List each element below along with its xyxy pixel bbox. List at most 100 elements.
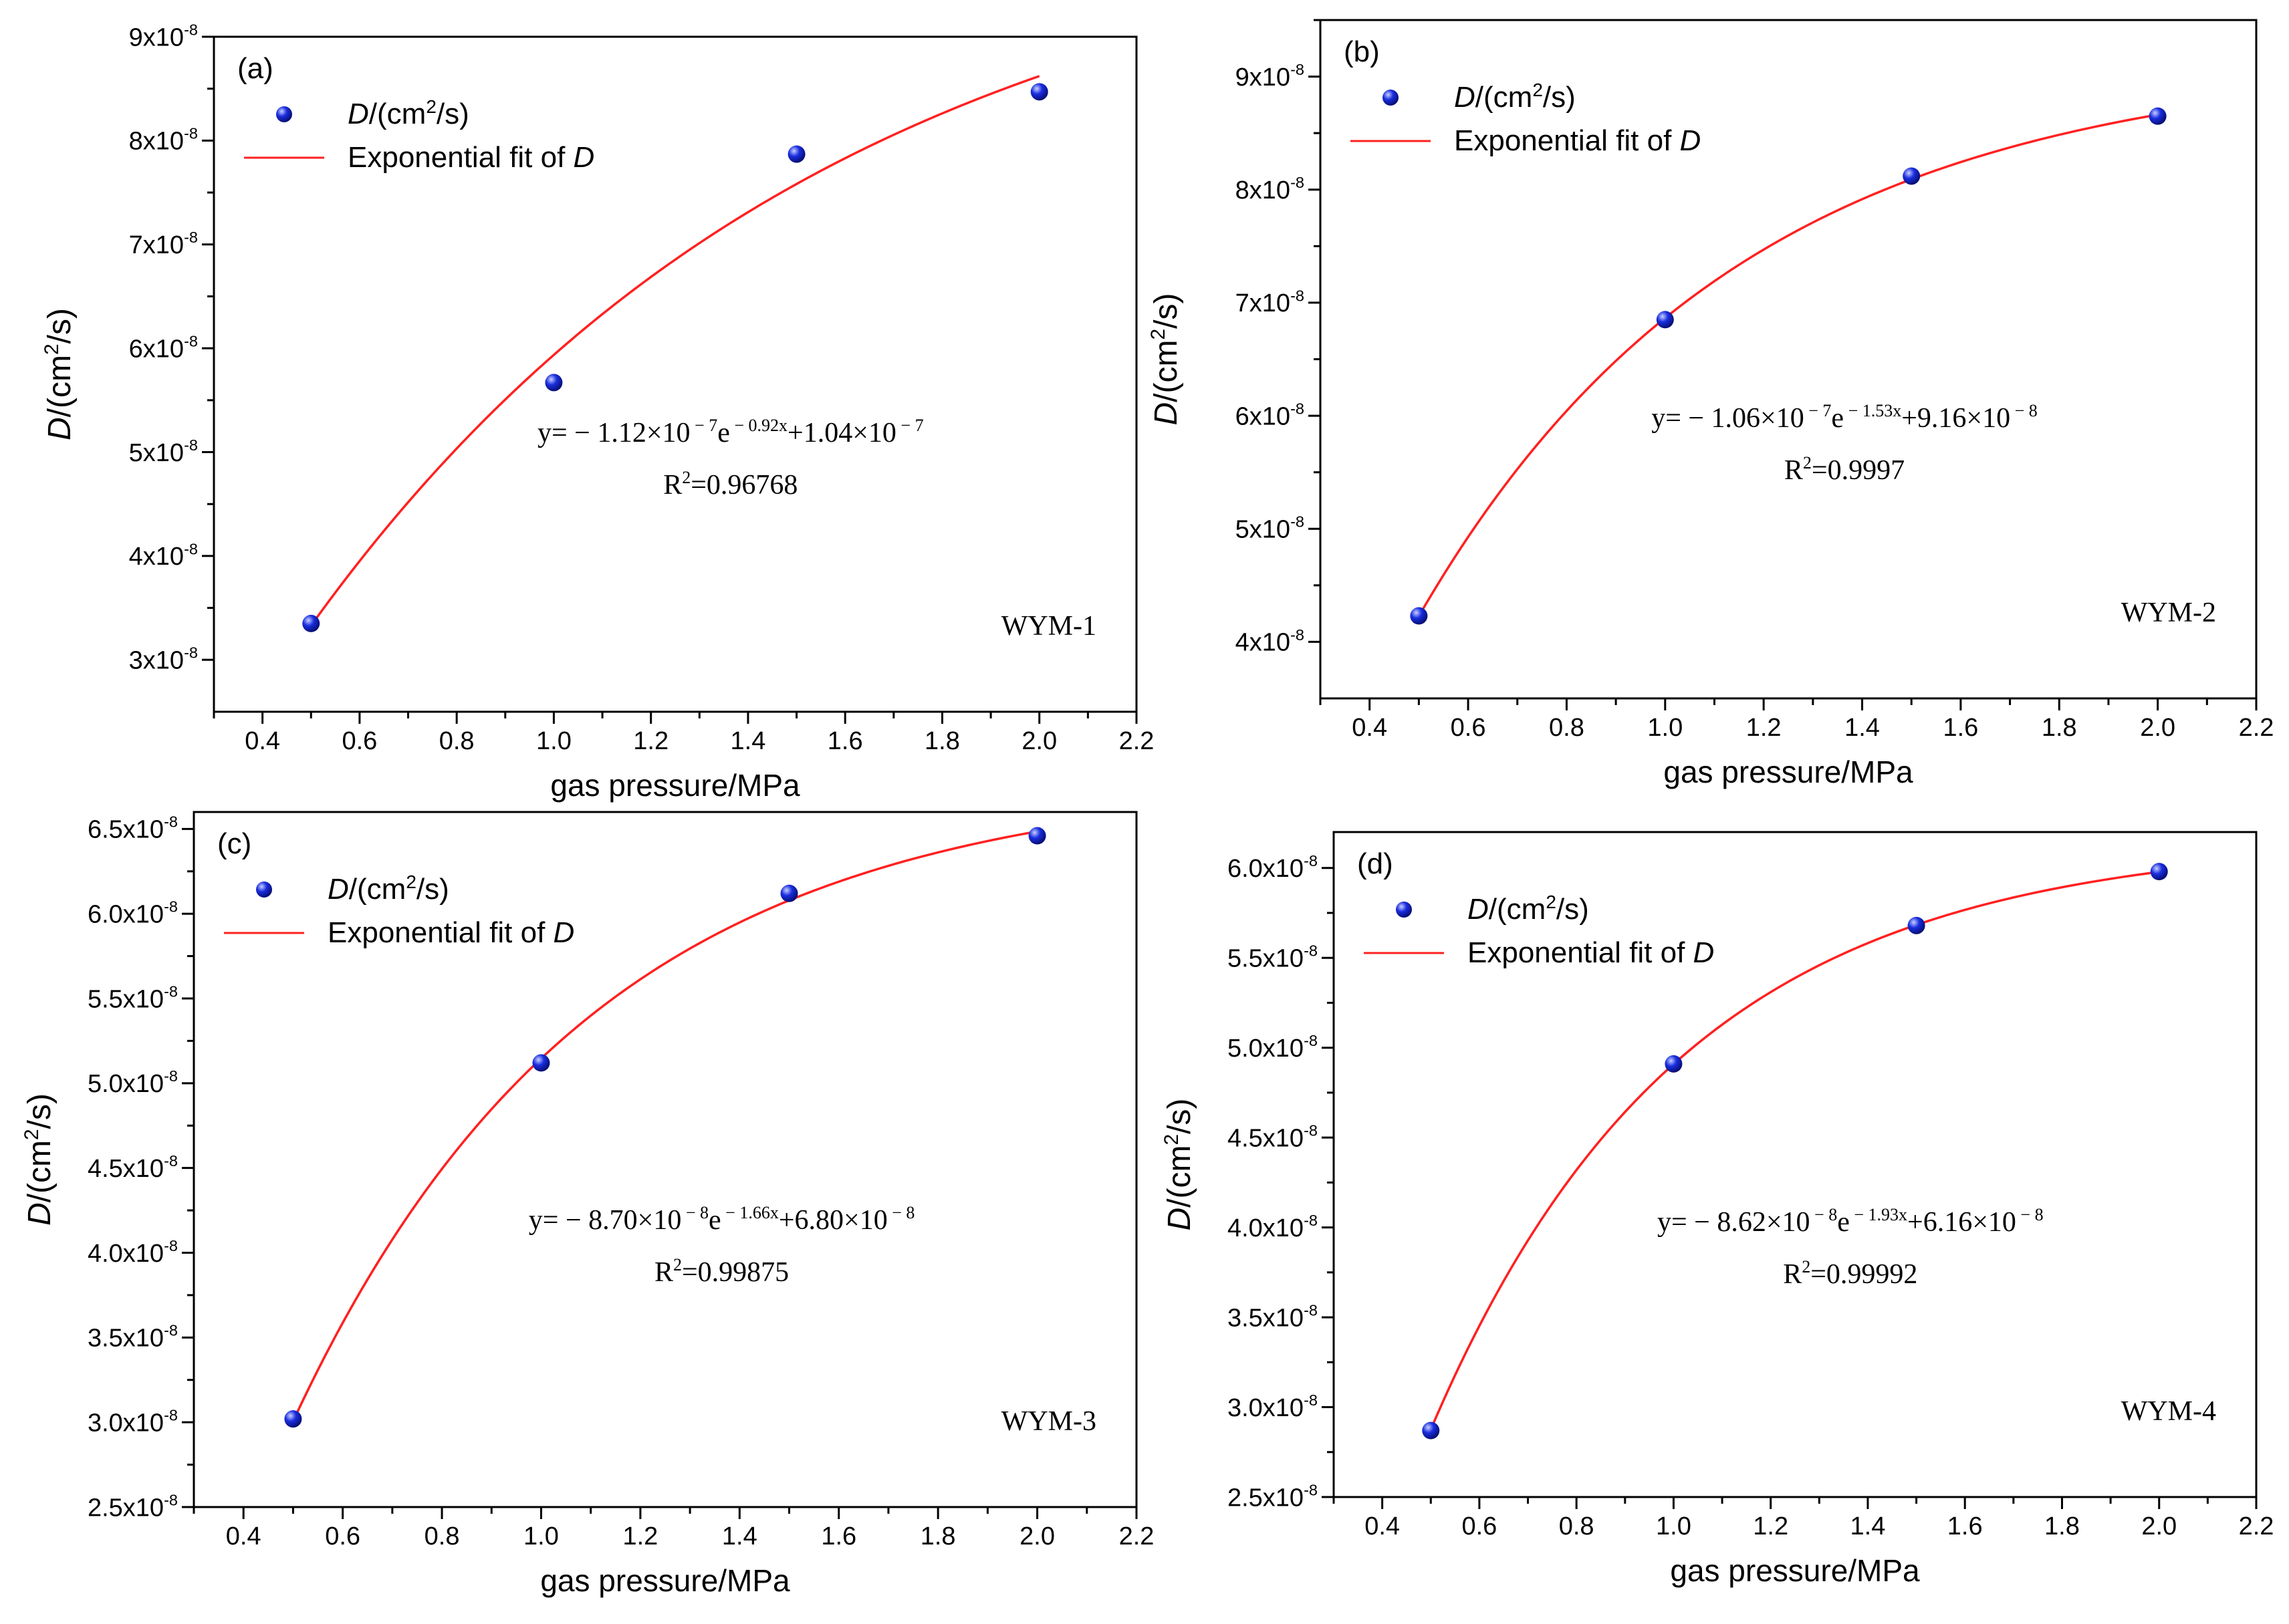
- data-point: [2150, 863, 2168, 881]
- data-point: [788, 145, 806, 163]
- x-tick-label: 0.8: [425, 1522, 460, 1550]
- y-tick-label: 6x10-8: [129, 332, 198, 363]
- data-point: [1410, 607, 1428, 625]
- fit-curve: [291, 830, 1038, 1422]
- x-tick-label: 0.6: [342, 727, 377, 755]
- x-tick-label: 1.2: [622, 1522, 658, 1550]
- sample-label: WYM-4: [2121, 1396, 2216, 1427]
- panel-label: (d): [1357, 847, 1393, 880]
- y-tick-label: 2.5x10-8: [88, 1491, 178, 1522]
- x-tick-label: 1.2: [1746, 714, 1782, 742]
- y-tick-label: 6.0x10-8: [88, 898, 178, 929]
- panel-3: 0.4 0.6 0.8 1.0 1.2 1.4 1.6 1.8 2.0 2.2 2.5x10-8 3.…: [21, 811, 1155, 1598]
- legend-label-points: D/(cm2/s): [348, 96, 469, 130]
- x-tick-label: 1.8: [2042, 714, 2077, 742]
- x-tick-label: 1.0: [536, 727, 572, 755]
- fit-equation: y= − 1.12×10 − 7e − 0.92x+1.04×10 − 7: [537, 416, 924, 448]
- legend-label-points: D/(cm2/s): [1467, 892, 1589, 926]
- x-tick-label: 2.2: [2239, 714, 2274, 742]
- sample-label: WYM-1: [1001, 611, 1096, 642]
- legend-marker-points: [276, 106, 292, 122]
- y-tick-label: 3.0x10-8: [1227, 1391, 1318, 1422]
- x-tick-label: 2.0: [2141, 1512, 2177, 1540]
- x-tick-label: 1.4: [731, 727, 766, 755]
- y-tick-label: 3.5x10-8: [1227, 1301, 1318, 1332]
- panel-1: 0.4 0.6 0.8 1.0 1.2 1.4 1.6 1.8 2.0 2.2 3x10-8 4x10…: [41, 21, 1154, 803]
- x-tick-label: 0.6: [1451, 714, 1486, 742]
- fit-equation: y= − 1.06×10 − 7e − 1.53x+9.16×10 − 8: [1651, 401, 2038, 434]
- y-tick-label: 5x10-8: [129, 436, 198, 467]
- panel-label: (a): [237, 52, 273, 85]
- x-axis-label: gas pressure/MPa: [1670, 1553, 1920, 1588]
- y-tick-label: 6x10-8: [1235, 400, 1304, 430]
- y-tick-label: 4x10-8: [129, 540, 198, 571]
- x-tick-label: 1.4: [722, 1522, 757, 1550]
- y-tick-label: 6.0x10-8: [1227, 852, 1318, 883]
- y-tick-label: 4x10-8: [1235, 626, 1304, 657]
- legend-marker-points: [1396, 902, 1412, 918]
- data-point: [284, 1410, 302, 1428]
- data-point: [1656, 311, 1674, 329]
- x-tick-label: 1.2: [633, 727, 669, 755]
- legend-label-points: D/(cm2/s): [1454, 80, 1576, 114]
- plot-frame: [193, 811, 1138, 1508]
- x-tick-label: 1.0: [523, 1522, 559, 1550]
- y-axis-label: D/(cm2/s): [1147, 293, 1184, 426]
- x-tick-label: 1.6: [828, 727, 863, 755]
- x-tick-label: 0.8: [1559, 1512, 1594, 1540]
- y-tick-label: 3.0x10-8: [88, 1407, 178, 1438]
- r-squared: R2=0.96768: [663, 468, 798, 501]
- data-point: [1665, 1055, 1683, 1073]
- sample-label: WYM-3: [1001, 1406, 1096, 1437]
- plot-frame: [1332, 831, 2258, 1498]
- data-point: [1422, 1422, 1440, 1440]
- data-point: [532, 1054, 550, 1072]
- y-tick-label: 4.0x10-8: [88, 1237, 178, 1268]
- y-tick-label: 5x10-8: [1235, 513, 1304, 544]
- x-tick-label: 1.0: [1656, 1512, 1691, 1540]
- x-tick-label: 2.2: [1119, 1522, 1155, 1550]
- panel-4: 0.4 0.6 0.8 1.0 1.2 1.4 1.6 1.8 2.0 2.2 2.5x10-8 3.…: [1161, 831, 2274, 1588]
- plot-frame: [213, 35, 1138, 713]
- y-tick-label: 5.0x10-8: [88, 1067, 178, 1098]
- x-tick-label: 1.4: [1850, 1512, 1886, 1540]
- y-axis-label: D/(cm2/s): [21, 1093, 57, 1226]
- data-point: [1907, 916, 1925, 934]
- x-tick-label: 1.8: [921, 1522, 956, 1550]
- x-axis-label: gas pressure/MPa: [550, 768, 800, 803]
- panel-2: 0.4 0.6 0.8 1.0 1.2 1.4 1.6 1.8 2.0 2.2 4x10-8 5x10…: [1147, 19, 2274, 789]
- x-tick-label: 1.0: [1647, 714, 1683, 742]
- x-axis-label: gas pressure/MPa: [1663, 755, 1913, 789]
- fit-equation: y= − 8.62×10 − 8e − 1.93x+6.16×10 − 8: [1657, 1205, 2044, 1238]
- legend-marker-points: [256, 882, 272, 898]
- y-tick-label: 7x10-8: [129, 229, 198, 259]
- x-tick-label: 0.6: [1461, 1512, 1497, 1540]
- legend-label-fit: Exponential fit of D: [1467, 936, 1714, 969]
- data-point: [2149, 107, 2167, 125]
- y-tick-label: 5.5x10-8: [88, 982, 178, 1013]
- x-tick-label: 2.0: [1021, 727, 1057, 755]
- data-point: [1030, 83, 1048, 101]
- y-axis-label: D/(cm2/s): [1161, 1099, 1197, 1231]
- y-tick-label: 8x10-8: [1235, 174, 1304, 205]
- data-point: [1903, 167, 1921, 185]
- x-tick-label: 2.0: [2140, 714, 2175, 742]
- x-tick-label: 2.2: [1119, 727, 1155, 755]
- y-tick-label: 2.5x10-8: [1227, 1481, 1318, 1512]
- y-tick-label: 5.5x10-8: [1227, 942, 1318, 973]
- fit-equation: y= − 8.70×10 − 8e − 1.66x+6.80×10 − 8: [529, 1203, 915, 1236]
- x-tick-label: 0.4: [245, 727, 280, 755]
- y-tick-label: 3x10-8: [129, 644, 198, 675]
- x-tick-label: 0.8: [1549, 714, 1584, 742]
- x-tick-label: 1.4: [1844, 714, 1880, 742]
- r-squared: R2=0.99875: [654, 1255, 789, 1288]
- data-point: [780, 884, 798, 902]
- legend-label-fit: Exponential fit of D: [328, 916, 574, 949]
- data-point: [545, 374, 563, 392]
- y-tick-label: 4.5x10-8: [1227, 1122, 1318, 1153]
- y-tick-label: 4.5x10-8: [88, 1152, 178, 1183]
- fit-curve: [1429, 870, 2159, 1430]
- y-tick-label: 5.0x10-8: [1227, 1032, 1318, 1063]
- y-tick-label: 8x10-8: [129, 125, 198, 156]
